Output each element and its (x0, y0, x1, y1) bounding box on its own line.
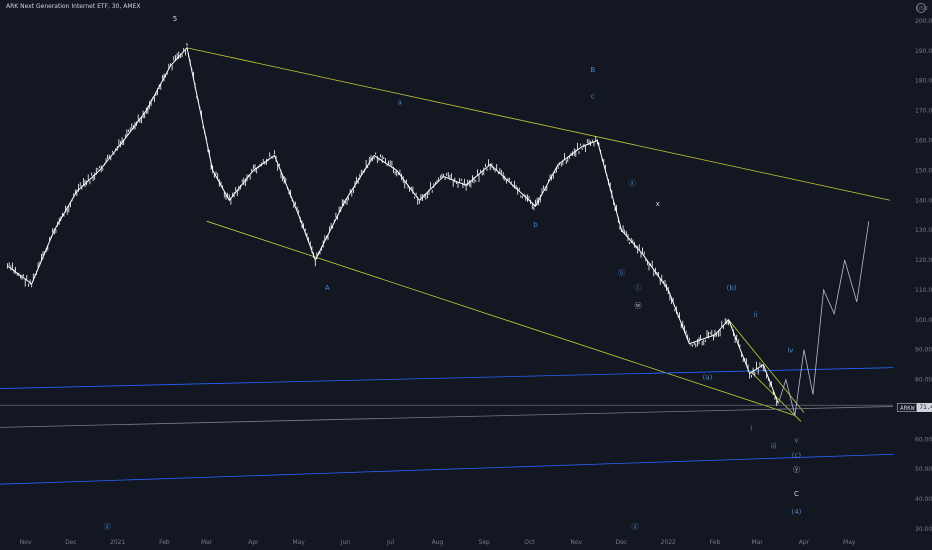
x-tick-label: Oct (524, 539, 535, 546)
wave-label-: ⓓ (104, 523, 111, 531)
y-tick-label: 130.00 (915, 227, 932, 234)
time-axis[interactable]: Nov Dec 2021 Feb Mar Apr May Jun Jul Aug Sep Oct Nov… (20, 539, 856, 546)
x-tick-label: May (292, 539, 305, 546)
wave-label-4: (4) (791, 508, 801, 516)
y-tick-label: 30.00 (915, 526, 932, 533)
projection-path (777, 221, 870, 416)
wave-label-: ⓒ (635, 284, 642, 292)
y-tick-label: 120.00 (915, 257, 932, 264)
x-tick-label: Dec (616, 539, 628, 546)
wave-label-: ⓓ (632, 523, 639, 531)
wave-label-: ⓑ (618, 269, 625, 277)
wave-label-A: A (325, 284, 330, 292)
wave-label-b: (b) (727, 284, 737, 292)
y-tick-label: 150.00 (915, 167, 932, 174)
y-tick-label: 180.00 (915, 78, 932, 85)
trendline-wedge-upper (728, 319, 805, 413)
wave-label-iii: iii (771, 442, 777, 450)
x-tick-label: Apr (799, 539, 810, 546)
y-tick-label: 100.00 (915, 317, 932, 324)
price-series-line (7, 46, 779, 404)
wave-label-v: v (794, 436, 798, 444)
x-tick-label: Jul (386, 539, 395, 546)
y-tick-label: 110.00 (915, 287, 932, 294)
wave-label-c: (c) (792, 451, 802, 459)
x-tick-label: 2021 (110, 539, 125, 546)
trendline-gray-lower (0, 406, 893, 428)
y-tick-label: 90.00 (915, 347, 932, 354)
trendline-upper-channel (186, 47, 891, 201)
y-tick-label: 200.00 (915, 18, 932, 25)
wave-label-a: (a) (703, 374, 713, 382)
wave-label-b: b (533, 221, 538, 229)
wave-label-5: 5 (173, 15, 177, 23)
price-axis[interactable]: 30.0040.0050.0060.0070.0080.0090.00100.0… (915, 18, 932, 533)
x-tick-label: Nov (570, 539, 582, 546)
price-tag-value: 71.43 (917, 403, 932, 412)
x-tick-label: Apr (248, 539, 259, 546)
currency-icon[interactable]: USD (916, 3, 928, 13)
y-tick-label: 50.00 (915, 466, 932, 473)
trendline-blue-lower (0, 453, 893, 485)
price-tag-symbol: ARKW (897, 403, 918, 412)
y-tick-label: 160.00 (915, 137, 932, 144)
wave-label-: ⓦ (635, 302, 642, 310)
y-tick-label: 60.00 (915, 436, 932, 443)
wave-label-c: c (591, 93, 595, 101)
x-tick-label: Nov (20, 539, 32, 546)
x-tick-label: Jun (340, 539, 351, 546)
last-price-tag: ARKW 71.43 (897, 403, 932, 412)
y-tick-label: 170.00 (915, 108, 932, 115)
x-tick-label: Dec (65, 539, 77, 546)
trendline-lower-channel (206, 220, 796, 416)
y-tick-label: 190.00 (915, 48, 932, 55)
y-tick-label: 40.00 (915, 496, 932, 503)
x-tick-label: May (843, 539, 856, 546)
wave-label-: ⓨ (793, 466, 800, 474)
y-tick-label: 140.00 (915, 197, 932, 204)
wave-label-C: C (794, 490, 799, 498)
y-tick-label: 80.00 (915, 377, 932, 384)
chart-title: ARK Next Generation Internet ETF, 30, AM… (6, 3, 141, 10)
wave-label-B: B (590, 66, 595, 74)
wave-label-x: x (656, 200, 660, 208)
x-tick-label: 2022 (661, 539, 676, 546)
x-tick-label: Aug (432, 539, 444, 546)
x-tick-label: Feb (159, 539, 170, 546)
wave-label-i: i (750, 424, 752, 432)
trendlines (0, 47, 893, 485)
wave-label-ii: ii (754, 311, 758, 319)
trendline-blue-upper (0, 367, 893, 389)
x-tick-label: Mar (752, 539, 764, 546)
wave-label-a: a (398, 99, 402, 107)
x-tick-label: Feb (710, 539, 721, 546)
x-tick-label: Sep (479, 539, 491, 546)
x-tick-label: Mar (201, 539, 213, 546)
wave-label-: ⓐ (629, 179, 636, 187)
wave-label-iv: iv (787, 347, 793, 355)
